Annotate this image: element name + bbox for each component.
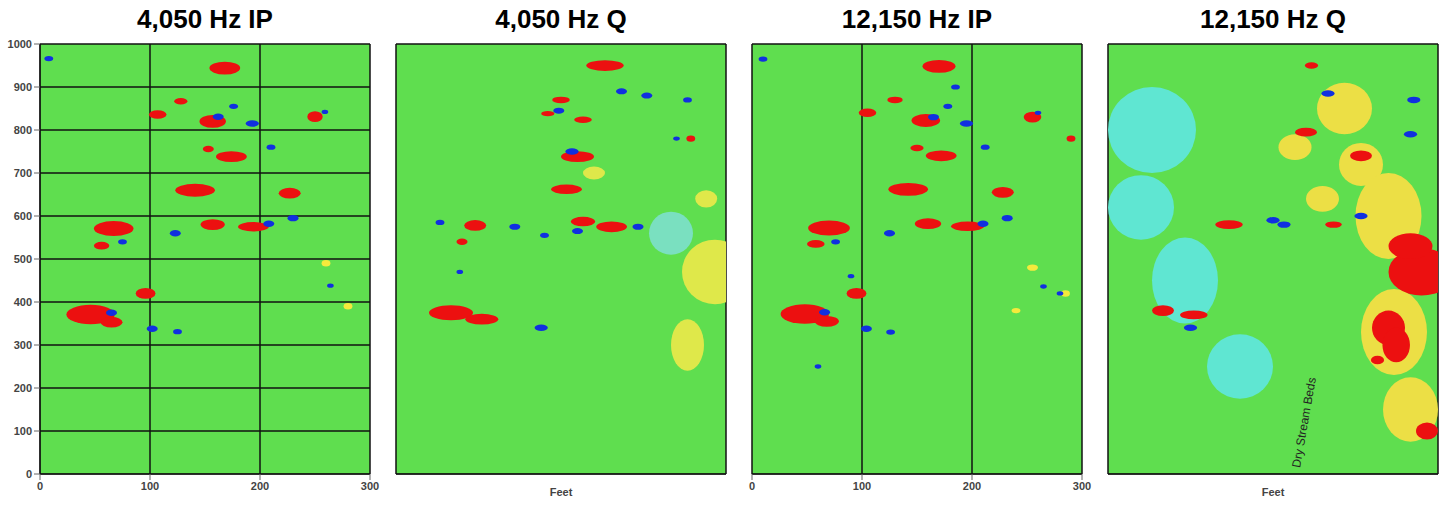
svg-text:300: 300 <box>14 339 32 351</box>
svg-text:300: 300 <box>361 480 379 492</box>
html-text:12,150 Hz Q: 12,150 Hz Q <box>1200 4 1346 34</box>
svg-text:0: 0 <box>26 468 32 480</box>
html-text:4,050 Hz IP: 4,050 Hz IP <box>137 4 273 34</box>
svg-text:600: 600 <box>14 210 32 222</box>
svg-text:200: 200 <box>14 382 32 394</box>
svg-text:700: 700 <box>14 167 32 179</box>
svg-text:100: 100 <box>141 480 159 492</box>
svg-text:300: 300 <box>1073 480 1091 492</box>
svg-text:1000: 1000 <box>8 38 32 50</box>
svg-text:Feet: Feet <box>1262 486 1285 498</box>
svg-text:200: 200 <box>251 480 269 492</box>
svg-text:100: 100 <box>14 425 32 437</box>
svg-text:200: 200 <box>963 480 981 492</box>
svg-text:100: 100 <box>853 480 871 492</box>
svg-text:800: 800 <box>14 124 32 136</box>
svg-text:0: 0 <box>37 480 43 492</box>
svg-text:Feet: Feet <box>550 486 573 498</box>
svg-text:Dry Stream Beds: Dry Stream Beds <box>1289 376 1319 468</box>
svg-text:500: 500 <box>14 253 32 265</box>
svg-text:400: 400 <box>14 296 32 308</box>
svg-text:900: 900 <box>14 81 32 93</box>
html-text:12,150 Hz IP: 12,150 Hz IP <box>841 4 993 34</box>
html-text:4,050 Hz Q: 4,050 Hz Q <box>495 4 627 34</box>
svg-text:0: 0 <box>749 480 755 492</box>
